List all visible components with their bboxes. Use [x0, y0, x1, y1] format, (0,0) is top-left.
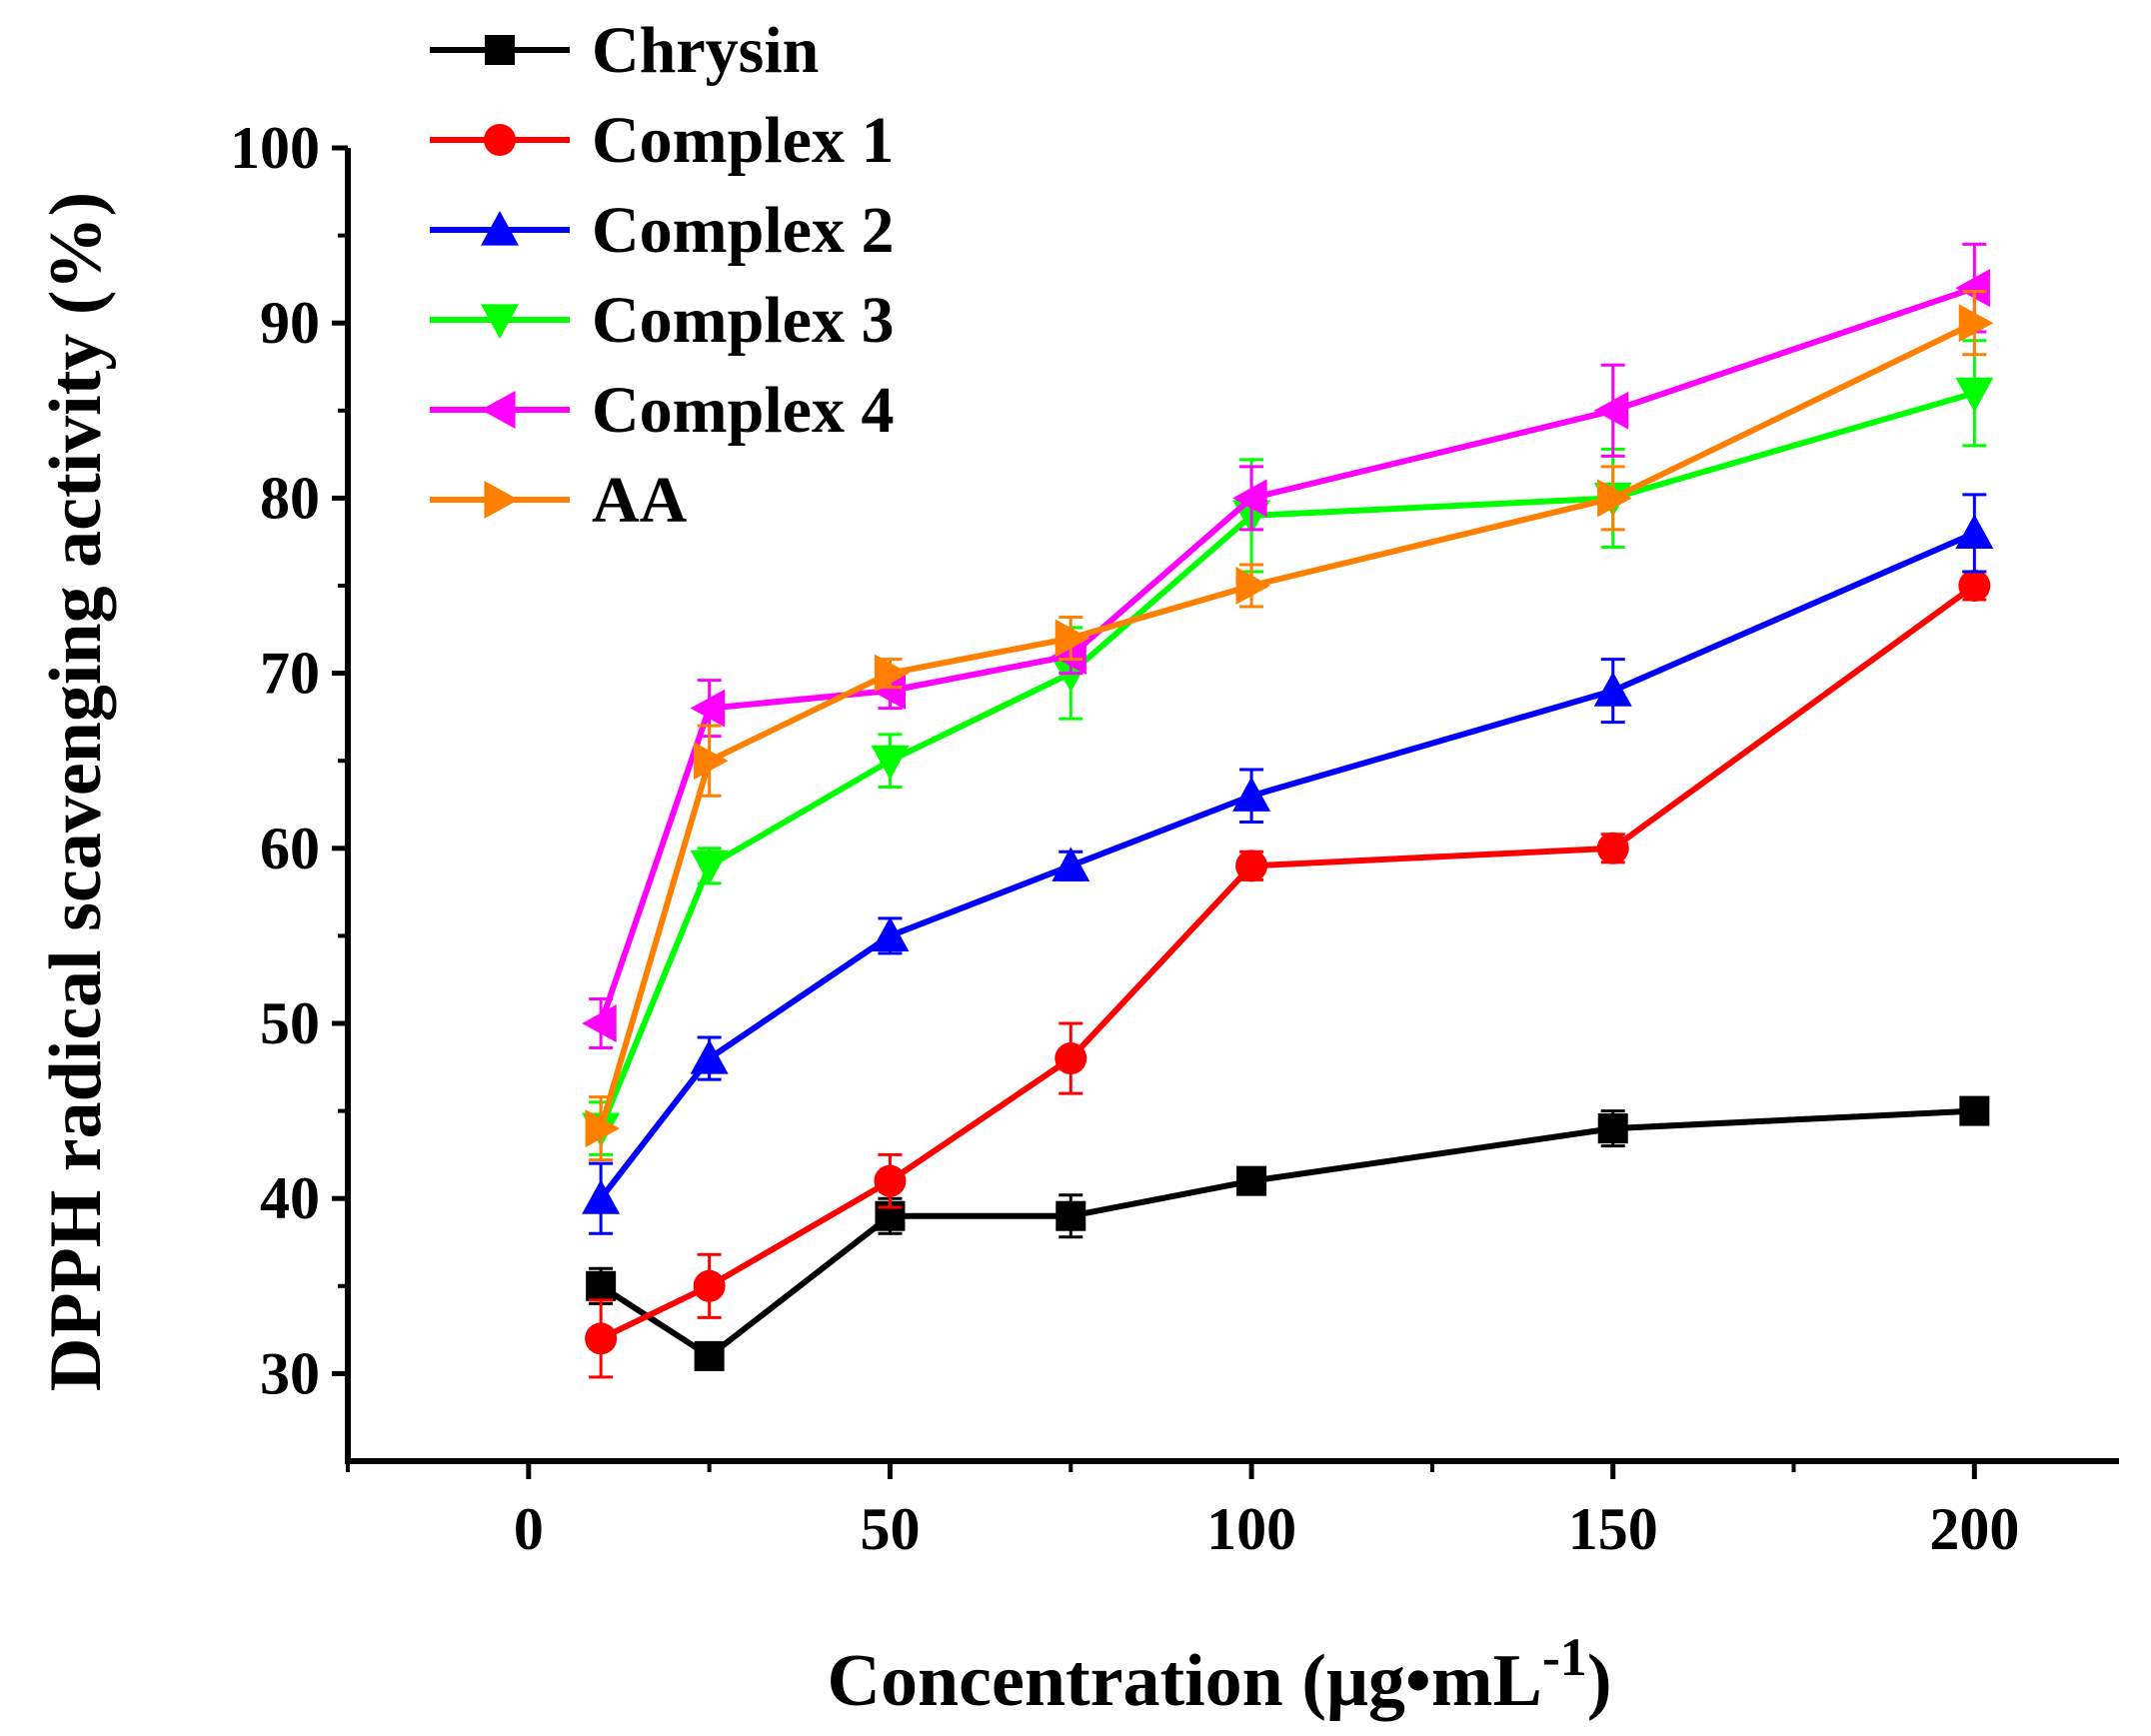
data-point [1955, 269, 1990, 308]
data-point [1593, 672, 1632, 707]
data-point [1593, 391, 1629, 430]
legend-item: Complex 1 [430, 104, 894, 177]
x-tick-label: 200 [1929, 1496, 2019, 1562]
data-point [1052, 847, 1090, 881]
y-tick-label: 100 [230, 115, 320, 181]
y-tick-label: 70 [260, 641, 320, 707]
series-aa [585, 290, 1994, 1162]
x-tick-label: 0 [514, 1496, 544, 1562]
data-point [871, 916, 910, 951]
legend-marker [481, 211, 519, 246]
y-axis-title: DPPH radical scavenging activity (%) [35, 192, 117, 1391]
x-tick-label: 150 [1568, 1496, 1658, 1562]
data-point [874, 1164, 907, 1197]
data-point [1052, 637, 1086, 676]
data-point [874, 654, 910, 693]
series-chrysin [586, 1095, 1990, 1371]
data-point [1232, 777, 1271, 812]
data-point [586, 1270, 617, 1301]
legend-item: Complex 2 [430, 194, 894, 267]
data-point [585, 1109, 621, 1148]
series-line [598, 390, 1976, 1130]
x-axis-title-superscript: -1 [1542, 1627, 1587, 1687]
series-layer [582, 242, 1994, 1379]
data-point [1232, 479, 1267, 518]
y-tick-label: 50 [260, 990, 320, 1056]
legend-marker [481, 304, 519, 339]
series-complex-2 [582, 493, 1994, 1235]
data-point [1958, 304, 1994, 343]
data-point [1597, 1113, 1628, 1144]
x-axis-title-main: Concentration (μg•mL [828, 1640, 1542, 1722]
data-point [871, 672, 907, 711]
legend-marker [484, 481, 519, 519]
data-point [582, 1004, 617, 1042]
data-point [585, 1322, 618, 1355]
series-complex-1 [585, 570, 1991, 1379]
data-point [1596, 832, 1629, 865]
legend-marker [485, 35, 515, 65]
data-point [694, 742, 729, 781]
x-axis-title: Concentration (μg•mL-1) [828, 1627, 1612, 1722]
data-point [693, 1269, 726, 1302]
data-point [1055, 1042, 1087, 1075]
data-point [1958, 570, 1991, 602]
x-tick-label: 100 [1206, 1496, 1296, 1562]
x-axis-title-close: ) [1587, 1640, 1612, 1722]
legend-item: Complex 3 [430, 284, 894, 357]
series-complex-3 [582, 339, 1994, 1156]
y-tick-label: 30 [260, 1340, 320, 1406]
legend-label: Complex 4 [592, 374, 894, 447]
series-line [599, 1107, 1975, 1359]
legend-item: Chrysin [430, 14, 819, 87]
data-point [1955, 514, 1994, 550]
legend-marker [481, 391, 516, 429]
legend: Chrysin Complex 1 Complex 2 Complex 3 Comple… [430, 14, 894, 537]
legend-marker [484, 124, 516, 156]
y-tick-label: 90 [260, 290, 320, 356]
data-point [1056, 1200, 1086, 1231]
legend-label: Complex 2 [592, 194, 894, 267]
legend-item: AA [430, 464, 688, 537]
y-axis-ticks: 30 40 50 60 70 80 90 100 [230, 115, 348, 1406]
axes [345, 148, 2119, 1464]
data-point [1235, 850, 1268, 882]
x-axis-ticks: 0 50 100 150 200 [346, 1461, 2019, 1562]
data-point [690, 689, 726, 728]
series-complex-4 [582, 242, 1990, 1050]
data-point [1235, 567, 1271, 605]
data-point [690, 1039, 729, 1074]
data-point [1055, 619, 1090, 658]
data-point [1597, 479, 1632, 518]
data-point [1955, 377, 1994, 413]
data-point [871, 745, 910, 781]
data-point [694, 1340, 725, 1371]
legend-label: Chrysin [592, 14, 819, 87]
data-point [582, 1179, 621, 1214]
legend-label: Complex 3 [592, 284, 894, 357]
y-tick-label: 60 [260, 816, 320, 881]
y-tick-label: 40 [260, 1165, 320, 1231]
legend-item: Complex 4 [430, 374, 894, 447]
data-point [1236, 1165, 1267, 1196]
legend-label: AA [592, 464, 688, 537]
y-tick-label: 80 [260, 465, 320, 531]
legend-label: Complex 1 [592, 104, 894, 177]
data-point [690, 850, 729, 885]
x-tick-label: 50 [860, 1496, 920, 1562]
data-point [1959, 1095, 1990, 1126]
